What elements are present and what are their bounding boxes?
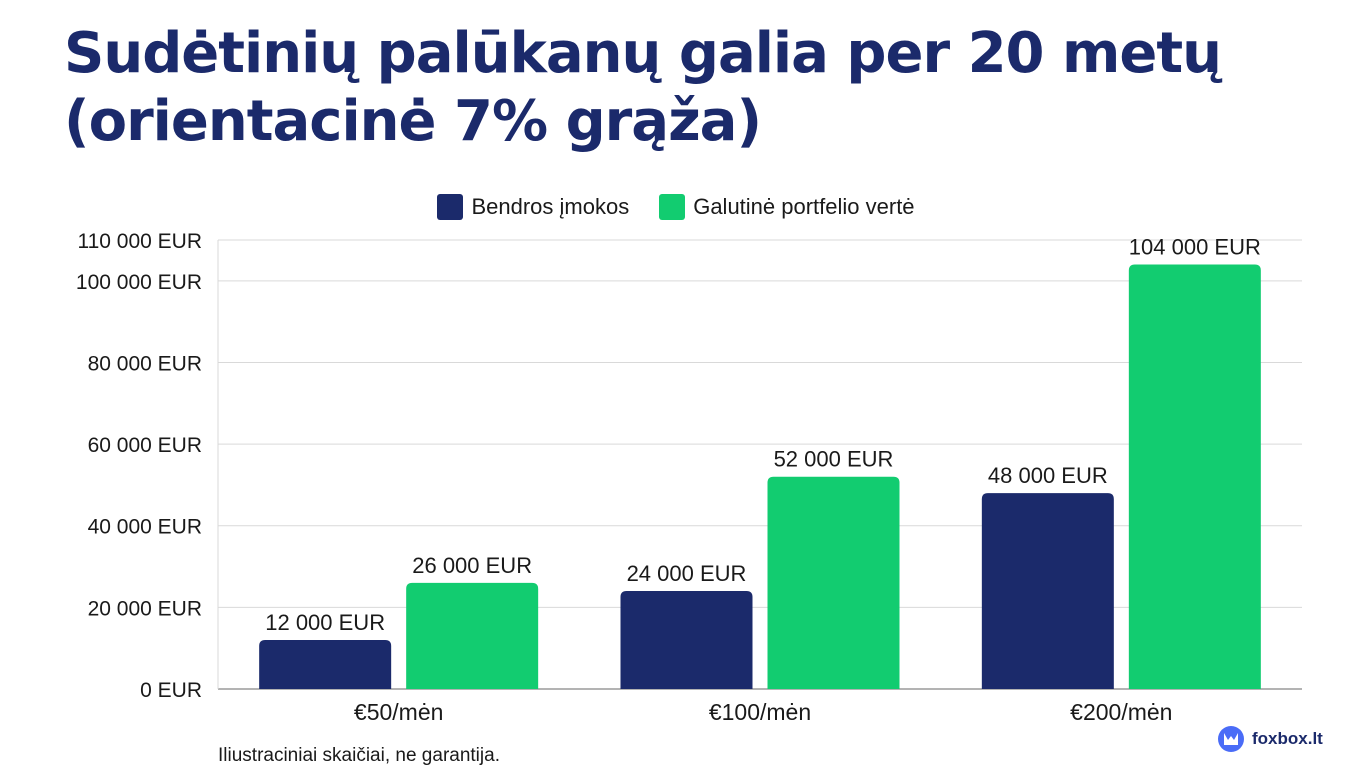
- legend-swatch-contributions: [437, 194, 464, 220]
- fox-logo-icon: [1218, 726, 1244, 752]
- bar: [259, 640, 392, 689]
- legend-item-contributions: Bendros įmokos: [437, 194, 629, 220]
- footnote: Iliustraciniai skaičiai, ne garantija.: [218, 745, 500, 766]
- data-label: 48 000 EUR: [988, 463, 1108, 488]
- y-tick-label: 60 000 EUR: [88, 434, 202, 457]
- legend-swatch-final-value: [659, 194, 686, 220]
- brand-name: foxbox.lt: [1252, 729, 1323, 748]
- bar: [767, 476, 900, 689]
- x-tick-label: €100/mėn: [709, 699, 811, 725]
- brand[interactable]: foxbox.lt: [1218, 726, 1323, 752]
- x-tick-label: €50/mėn: [354, 699, 444, 725]
- y-tick-label: 100 000 EUR: [76, 271, 202, 294]
- bar: [620, 591, 753, 689]
- data-label: 26 000 EUR: [412, 553, 532, 578]
- data-label: 12 000 EUR: [265, 610, 385, 635]
- y-tick-label: 40 000 EUR: [88, 516, 202, 539]
- bar: [406, 582, 539, 689]
- bar: [981, 493, 1114, 689]
- legend-label-final-value: Galutinė portfelio vertė: [693, 194, 915, 219]
- legend: Bendros įmokos Galutinė portfelio vertė: [0, 194, 1352, 220]
- data-label: 24 000 EUR: [627, 561, 747, 586]
- legend-label-contributions: Bendros įmokos: [471, 194, 630, 219]
- data-label: 104 000 EUR: [1129, 234, 1261, 259]
- y-tick-label: 0 EUR: [140, 679, 202, 702]
- data-label: 52 000 EUR: [774, 447, 894, 472]
- x-tick-label: €200/mėn: [1070, 699, 1172, 725]
- y-tick-label: 110 000 EUR: [77, 230, 202, 253]
- y-tick-label: 20 000 EUR: [88, 597, 202, 620]
- legend-item-final-value: Galutinė portfelio vertė: [659, 194, 915, 220]
- chart-title: Sudėtinių palūkanų galia per 20 metų (or…: [64, 21, 1222, 154]
- bar: [1128, 264, 1261, 689]
- y-tick-label: 80 000 EUR: [88, 352, 202, 375]
